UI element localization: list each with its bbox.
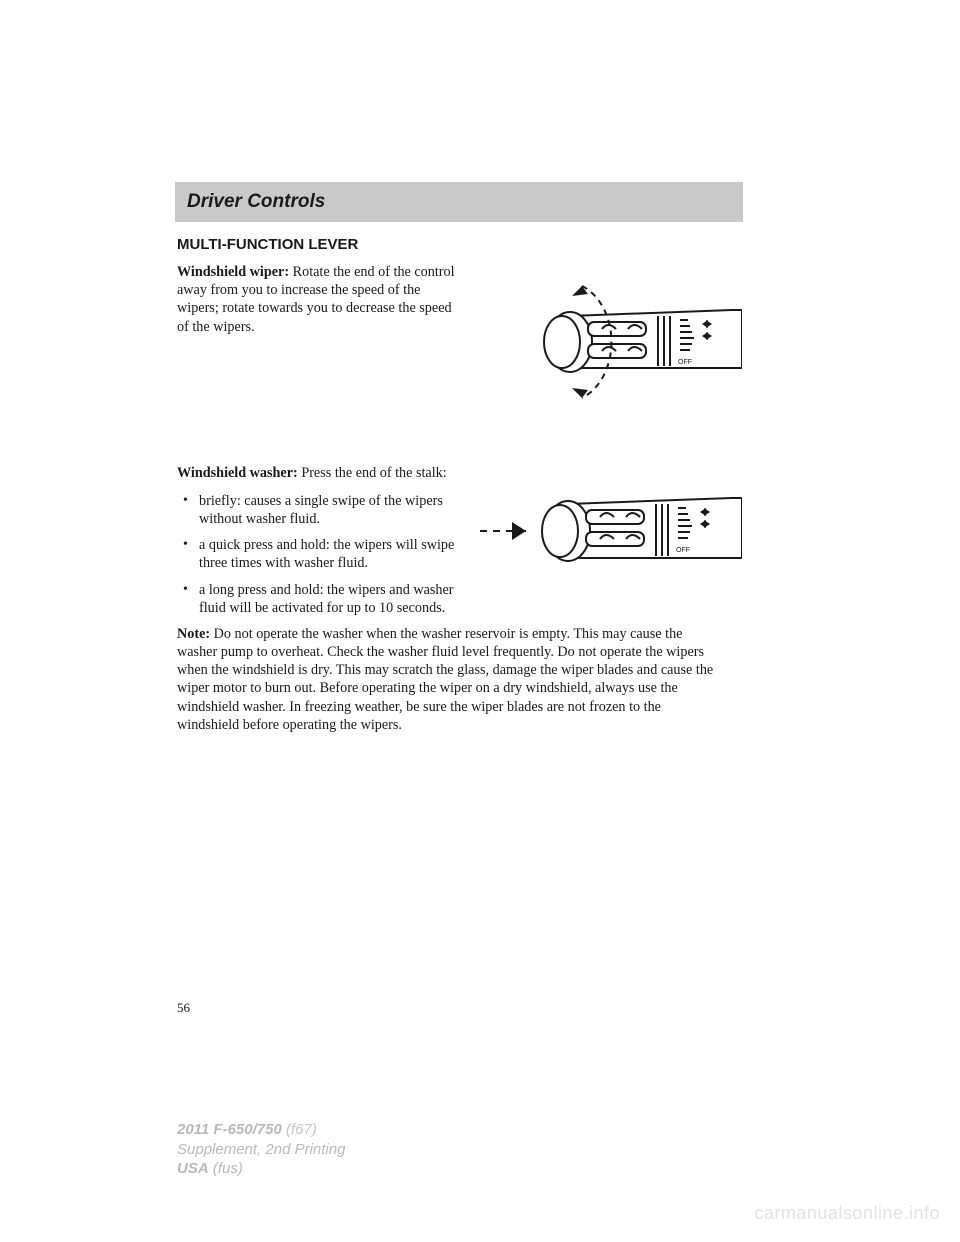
list-item: a quick press and hold: the wipers will … [177,536,457,572]
footer-code: (f67) [286,1121,317,1138]
wiper-paragraph: Windshield wiper: Rotate the end of the … [177,263,457,336]
section-title: MULTI-FUNCTION LEVER [177,236,742,253]
footer-model: 2011 F-650/750 [177,1121,282,1138]
footer-line1: 2011 F-650/750 (f67) [177,1120,345,1140]
washer-lever-figure: OFF [460,480,742,590]
section-header: Driver Controls [175,182,743,222]
washer-bullets: briefly: causes a single swipe of the wi… [177,492,457,617]
note-label: Note: [177,626,210,642]
svg-text:OFF: OFF [676,547,690,554]
page-number: 56 [177,1000,190,1016]
wiper-label: Windshield wiper: [177,264,289,280]
footer-line2: Supplement, 2nd Printing [177,1140,345,1160]
washer-text: Press the end of the stalk: [298,465,447,481]
list-item: briefly: causes a single swipe of the wi… [177,492,457,528]
washer-label: Windshield washer: [177,465,298,481]
note-text: Do not operate the washer when the washe… [177,626,713,733]
washer-paragraph: Windshield washer: Press the end of the … [177,464,457,482]
svg-text:OFF: OFF [678,359,692,366]
footer-fus: (fus) [213,1160,243,1177]
section-header-title: Driver Controls [187,191,325,213]
note-paragraph: Note: Do not operate the washer when the… [177,625,717,734]
watermark: carmanualsonline.info [754,1203,940,1224]
wiper-lever-figure: OFF [480,268,742,418]
footer-usa: USA [177,1160,209,1177]
list-item: a long press and hold: the wipers and wa… [177,581,457,617]
footer: 2011 F-650/750 (f67) Supplement, 2nd Pri… [177,1120,345,1179]
footer-line3: USA (fus) [177,1159,345,1179]
